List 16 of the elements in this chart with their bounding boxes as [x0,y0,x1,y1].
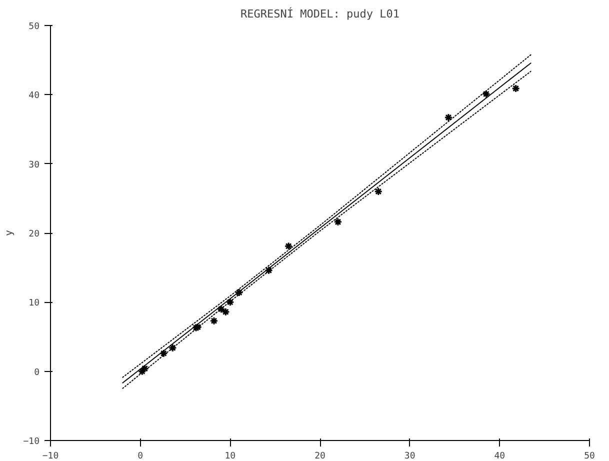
y-tick-label: 0 [34,368,40,378]
x-tick-label: 20 [314,452,326,461]
y-tick-label: 10 [28,298,40,309]
y-axis-title: y [4,230,16,236]
y-tick-label: 40 [28,91,40,102]
x-tick-label: 30 [404,452,416,461]
y-tick-label: 20 [28,230,40,240]
y-tick-label: 30 [28,160,40,170]
y-tick-label: 50 [28,22,40,32]
x-tick-label: 40 [494,452,506,461]
y-tick-label: −10 [23,437,40,447]
x-tick-label: 0 [138,452,144,461]
x-tick-label: −10 [42,452,59,461]
chart-title: REGRESNÍ MODEL: pudy L01 [240,6,400,20]
x-tick-label: 10 [224,452,236,461]
x-tick-label: 50 [584,452,595,461]
